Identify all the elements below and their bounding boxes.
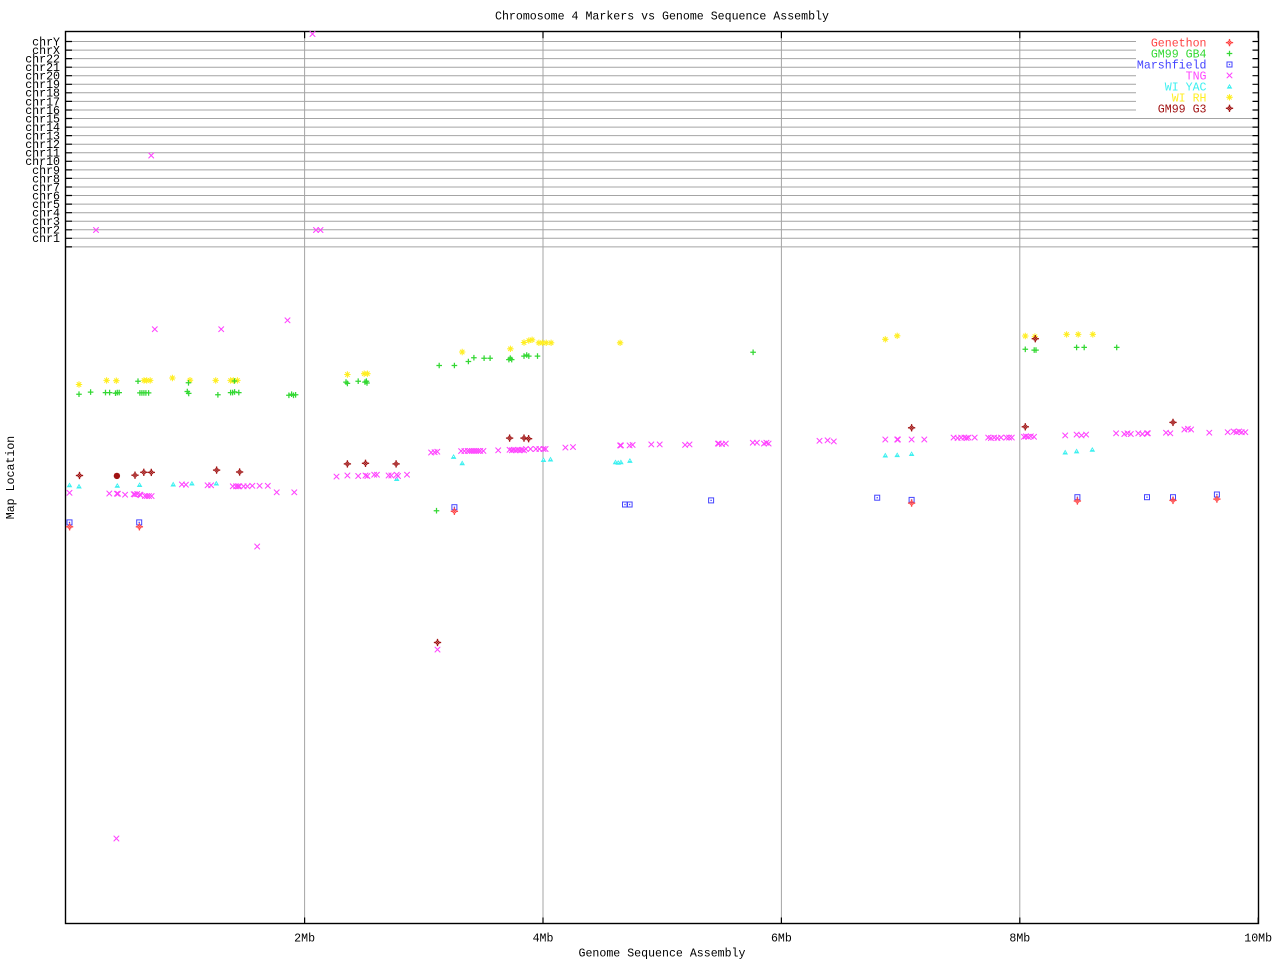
- svg-text:chr4: chr4: [32, 208, 60, 221]
- svg-text:chr15: chr15: [25, 113, 60, 126]
- svg-text:chr16: chr16: [25, 105, 60, 118]
- svg-text:6Mb: 6Mb: [771, 933, 792, 946]
- svg-text:chr22: chr22: [25, 54, 60, 67]
- svg-text:4Mb: 4Mb: [533, 933, 554, 946]
- svg-text:chr11: chr11: [25, 148, 60, 161]
- svg-text:chr19: chr19: [25, 79, 60, 92]
- svg-text:chr8: chr8: [32, 173, 60, 186]
- svg-text:chr1: chr1: [32, 233, 60, 246]
- svg-text:chr10: chr10: [25, 156, 60, 169]
- svg-text:chr5: chr5: [32, 199, 60, 212]
- svg-text:chr2: chr2: [32, 225, 60, 238]
- svg-text:chr6: chr6: [32, 190, 60, 203]
- svg-text:WI RH: WI RH: [1172, 92, 1207, 105]
- svg-text:2Mb: 2Mb: [294, 933, 315, 946]
- svg-text:TNG: TNG: [1186, 70, 1207, 83]
- svg-text:chr12: chr12: [25, 139, 60, 152]
- svg-text:Chromosome 4 Markers vs Genome: Chromosome 4 Markers vs Genome Sequence …: [495, 11, 829, 24]
- svg-text:chr18: chr18: [25, 88, 60, 101]
- svg-text:Marshfield: Marshfield: [1137, 60, 1207, 73]
- svg-text:chr13: chr13: [25, 131, 60, 144]
- svg-text:chr14: chr14: [25, 122, 60, 135]
- svg-text:chr9: chr9: [32, 165, 60, 178]
- svg-text:10Mb: 10Mb: [1244, 933, 1272, 946]
- svg-text:chr3: chr3: [32, 216, 60, 229]
- svg-text:Genethon: Genethon: [1151, 38, 1207, 51]
- svg-text:WI YAC: WI YAC: [1165, 81, 1207, 94]
- svg-text:8Mb: 8Mb: [1009, 933, 1030, 946]
- svg-text:chrX: chrX: [32, 45, 60, 58]
- svg-text:chr17: chr17: [25, 96, 60, 109]
- svg-text:GM99 G3: GM99 G3: [1158, 103, 1207, 116]
- svg-text:chr7: chr7: [32, 182, 60, 195]
- svg-text:Map Location: Map Location: [5, 436, 18, 520]
- svg-text:chr20: chr20: [25, 71, 60, 84]
- svg-text:chr21: chr21: [25, 62, 60, 75]
- svg-text:GM99 GB4: GM99 GB4: [1151, 49, 1207, 62]
- svg-text:chrY: chrY: [32, 36, 60, 49]
- svg-text:Genome Sequence Assembly: Genome Sequence Assembly: [579, 948, 746, 960]
